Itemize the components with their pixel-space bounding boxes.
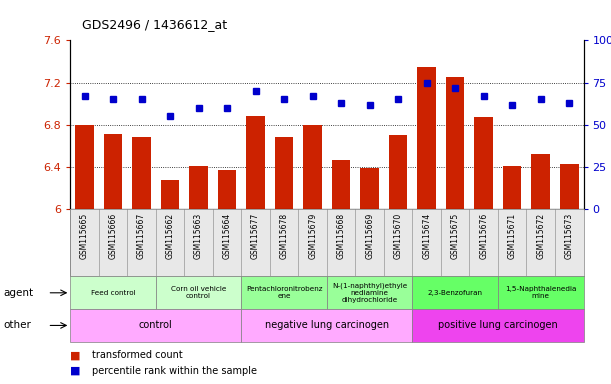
Text: 1,5-Naphthalenedia
mine: 1,5-Naphthalenedia mine — [505, 286, 576, 299]
Text: GSM115675: GSM115675 — [451, 213, 459, 259]
Bar — [327, 276, 412, 309]
Bar — [218, 170, 236, 209]
Text: GSM115676: GSM115676 — [479, 213, 488, 259]
Text: ■: ■ — [70, 366, 81, 376]
Bar — [503, 166, 522, 209]
Bar — [246, 116, 265, 209]
Text: GSM115665: GSM115665 — [80, 213, 89, 259]
Text: GSM115666: GSM115666 — [109, 213, 117, 259]
Text: GSM115668: GSM115668 — [337, 213, 346, 259]
Bar — [70, 276, 156, 309]
Text: Feed control: Feed control — [90, 290, 136, 296]
Bar — [104, 134, 122, 209]
Text: Corn oil vehicle
control: Corn oil vehicle control — [171, 286, 226, 299]
Text: GSM115667: GSM115667 — [137, 213, 146, 259]
Bar — [360, 168, 379, 209]
Text: percentile rank within the sample: percentile rank within the sample — [92, 366, 257, 376]
Text: GSM115663: GSM115663 — [194, 213, 203, 259]
Bar — [75, 125, 93, 209]
Bar — [241, 309, 412, 342]
Bar — [156, 276, 241, 309]
Text: GSM115672: GSM115672 — [536, 213, 545, 259]
Text: GSM115671: GSM115671 — [508, 213, 517, 259]
Bar — [275, 137, 293, 209]
Text: N-(1-naphthyl)ethyle
nediamine
dihydrochloride: N-(1-naphthyl)ethyle nediamine dihydroch… — [332, 283, 408, 303]
Text: agent: agent — [3, 288, 33, 298]
Bar — [532, 154, 550, 209]
Text: GSM115669: GSM115669 — [365, 213, 374, 259]
Bar — [389, 136, 408, 209]
Text: positive lung carcinogen: positive lung carcinogen — [438, 320, 558, 331]
Text: transformed count: transformed count — [92, 350, 183, 360]
Bar — [132, 137, 151, 209]
Bar — [189, 166, 208, 209]
Bar — [70, 309, 241, 342]
Text: control: control — [139, 320, 173, 331]
Text: Pentachloronitrobenz
ene: Pentachloronitrobenz ene — [246, 286, 323, 299]
Text: 2,3-Benzofuran: 2,3-Benzofuran — [428, 290, 483, 296]
Bar — [241, 276, 327, 309]
Text: GSM115674: GSM115674 — [422, 213, 431, 259]
Text: GSM115662: GSM115662 — [166, 213, 175, 259]
Text: GSM115664: GSM115664 — [222, 213, 232, 259]
Bar — [417, 67, 436, 209]
Bar — [303, 125, 322, 209]
Text: GDS2496 / 1436612_at: GDS2496 / 1436612_at — [82, 18, 228, 31]
Text: other: other — [3, 320, 31, 331]
Text: GSM115678: GSM115678 — [280, 213, 288, 259]
Bar — [498, 276, 584, 309]
Bar — [474, 118, 493, 209]
Bar — [412, 276, 498, 309]
Bar — [446, 77, 464, 209]
Text: ■: ■ — [70, 350, 81, 360]
Text: GSM115673: GSM115673 — [565, 213, 574, 259]
Text: negative lung carcinogen: negative lung carcinogen — [265, 320, 389, 331]
Text: GSM115670: GSM115670 — [393, 213, 403, 259]
Bar — [412, 309, 584, 342]
Bar — [161, 180, 179, 209]
Bar — [332, 160, 351, 209]
Bar — [560, 164, 579, 209]
Text: GSM115679: GSM115679 — [308, 213, 317, 259]
Text: GSM115677: GSM115677 — [251, 213, 260, 259]
